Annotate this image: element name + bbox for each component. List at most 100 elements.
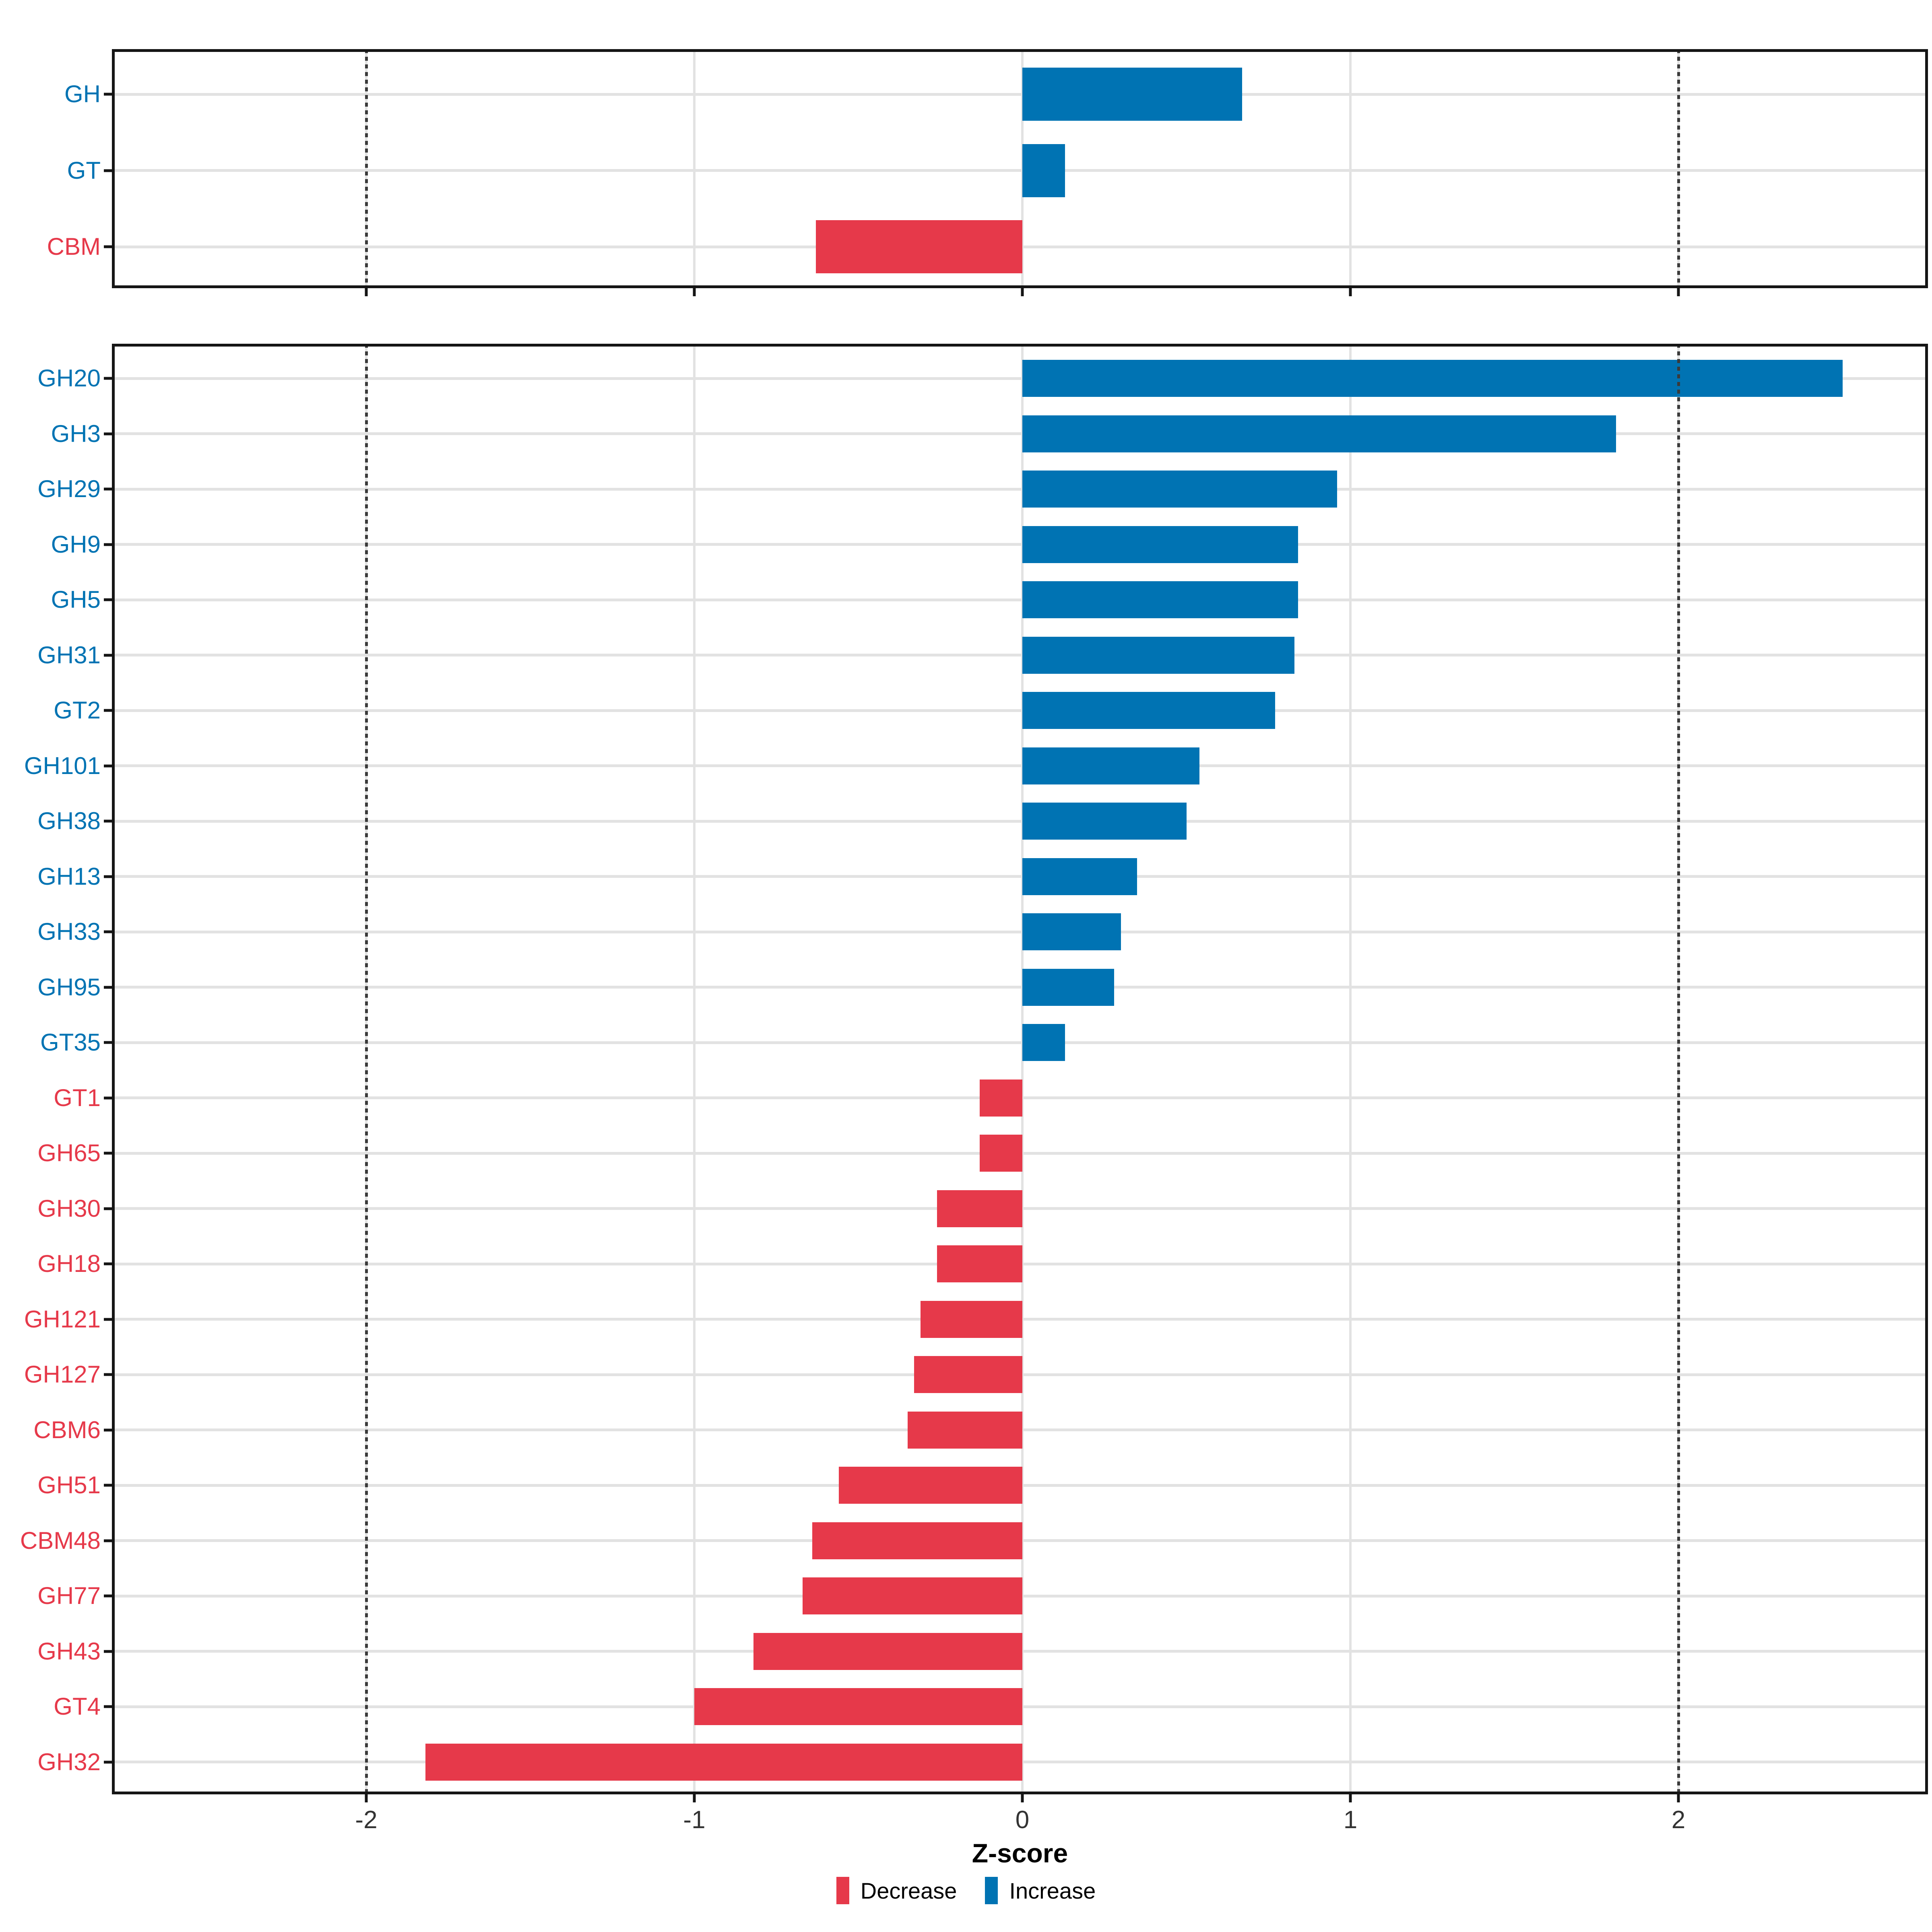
axis-tick-left xyxy=(104,1539,112,1542)
axis-tick-left xyxy=(104,1594,112,1598)
bar-GT2 xyxy=(1022,692,1275,729)
axis-tick-bottom xyxy=(1349,288,1352,296)
axis-tick-left xyxy=(104,654,112,656)
bar-GH101 xyxy=(1022,747,1200,784)
bar-CBM6 xyxy=(907,1411,1022,1449)
bar-GT35 xyxy=(1022,1024,1065,1061)
x-tick-label-1: 1 xyxy=(1343,1806,1358,1834)
gridline-row xyxy=(112,487,1928,491)
category-label-GT1: GT1 xyxy=(54,1084,101,1111)
axis-tick-left xyxy=(104,1262,112,1265)
axis-tick-left xyxy=(104,1705,112,1708)
bar-GH18 xyxy=(937,1245,1022,1282)
axis-tick-bottom xyxy=(1021,288,1024,296)
gridline-row xyxy=(112,654,1928,656)
legend-label-decrease: Decrease xyxy=(860,1878,957,1903)
category-label-GH: GH xyxy=(64,80,101,107)
category-label-GH127: GH127 xyxy=(24,1361,101,1388)
threshold-line--2 xyxy=(365,344,368,1794)
axis-tick-left xyxy=(104,875,112,878)
bar-GH3 xyxy=(1022,415,1616,452)
category-label-GH31: GH31 xyxy=(37,641,101,669)
category-label-GT2: GT2 xyxy=(54,697,101,724)
category-label-GH101: GH101 xyxy=(24,752,101,779)
axis-tick-bottom xyxy=(1677,1794,1680,1802)
category-label-GH95: GH95 xyxy=(37,973,101,1001)
gridline-row xyxy=(112,1041,1928,1044)
bar-CBM xyxy=(815,220,1022,273)
bar-GH5 xyxy=(1022,581,1298,618)
bar-GH13 xyxy=(1022,858,1137,895)
axis-tick-left xyxy=(104,930,112,933)
axis-tick-left xyxy=(104,1484,112,1487)
gridline-row xyxy=(112,432,1928,435)
increase-swatch xyxy=(985,1877,998,1904)
axis-tick-left xyxy=(104,1428,112,1431)
axis-tick-left xyxy=(104,377,112,380)
gridline-row xyxy=(112,598,1928,601)
axis-tick-left xyxy=(104,986,112,989)
x-tick-label-2: 2 xyxy=(1671,1806,1686,1834)
axis-tick-left xyxy=(104,543,112,546)
x-tick-label--1: -1 xyxy=(683,1806,706,1834)
threshold-line--2 xyxy=(365,49,368,288)
gridline-x--1 xyxy=(693,49,696,288)
family-panel: GH20 GH3 GH29 GH9 GH5 GH31 GT2 GH101 GH38 GH13 GH3… xyxy=(20,344,1928,1802)
x-tick-label--2: -2 xyxy=(355,1806,378,1834)
bar-GH33 xyxy=(1022,913,1121,950)
bar-CBM48 xyxy=(812,1522,1022,1559)
bar-GH127 xyxy=(914,1356,1022,1393)
axis-tick-left xyxy=(104,432,112,435)
axis-tick-left xyxy=(104,1152,112,1155)
bar-GH20 xyxy=(1022,360,1843,397)
gridline-row xyxy=(112,764,1928,767)
axis-tick-left xyxy=(104,93,112,96)
axis-tick-left xyxy=(104,169,112,172)
axis-tick-bottom xyxy=(1021,1794,1024,1802)
axis-tick-bottom xyxy=(1677,288,1680,296)
category-label-GH38: GH38 xyxy=(37,807,101,834)
bar-GH29 xyxy=(1022,471,1338,508)
category-label-GH43: GH43 xyxy=(37,1637,101,1665)
gridline-row xyxy=(112,377,1928,380)
gridline-row xyxy=(112,930,1928,933)
gridline-row xyxy=(112,93,1928,96)
axis-tick-left xyxy=(104,1041,112,1044)
bar-GH32 xyxy=(425,1743,1022,1781)
gridline-row xyxy=(112,875,1928,878)
axis-tick-left xyxy=(104,709,112,712)
bar-GH65 xyxy=(980,1135,1022,1172)
gridline-x--1 xyxy=(693,344,696,1794)
category-label-GH32: GH32 xyxy=(37,1748,101,1775)
category-label-GH65: GH65 xyxy=(37,1139,101,1166)
gridline-x-0 xyxy=(1021,344,1024,1794)
category-label-GH20: GH20 xyxy=(37,365,101,392)
legend-label-increase: Increase xyxy=(1009,1878,1096,1903)
threshold-line-2 xyxy=(1677,344,1680,1794)
x-axis-title: Z-score xyxy=(972,1838,1068,1868)
axis-tick-bottom xyxy=(693,1794,696,1802)
axis-tick-left xyxy=(104,1096,112,1099)
legend: Decrease Increase xyxy=(0,1877,1932,1904)
category-label-GH121: GH121 xyxy=(24,1305,101,1333)
axis-tick-left xyxy=(104,819,112,823)
panel-border xyxy=(112,344,1928,1794)
bar-GH43 xyxy=(753,1633,1022,1670)
axis-tick-left xyxy=(104,1650,112,1653)
category-label-GT35: GT35 xyxy=(40,1029,101,1056)
axis-tick-left xyxy=(104,487,112,491)
gridline-row xyxy=(112,986,1928,989)
legend-item-increase: Increase xyxy=(985,1877,1096,1904)
category-label-GH77: GH77 xyxy=(37,1582,101,1609)
gridline-row xyxy=(112,709,1928,712)
category-label-GH9: GH9 xyxy=(51,530,101,558)
bar-GH9 xyxy=(1022,526,1298,563)
bar-GH77 xyxy=(802,1577,1022,1614)
bar-GT xyxy=(1022,144,1065,197)
gridline-x-1 xyxy=(1349,344,1352,1794)
category-label-CBM6: CBM6 xyxy=(33,1416,101,1443)
axis-tick-bottom xyxy=(365,1794,368,1802)
category-label-CBM48: CBM48 xyxy=(20,1527,101,1554)
bar-GT1 xyxy=(980,1079,1022,1117)
